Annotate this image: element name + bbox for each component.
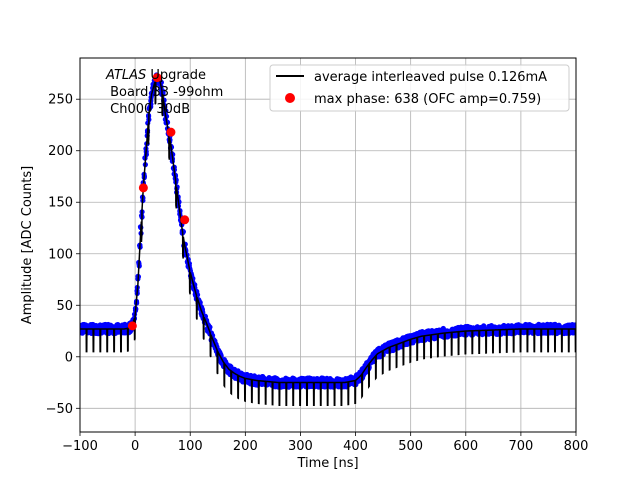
board-label: Board 33 -99ohm (106, 85, 223, 100)
average-pulse-line (80, 74, 576, 406)
atlas-label: ATLAS (105, 68, 146, 83)
upgrade-label: Upgrade (146, 68, 206, 83)
x-tick-label: 600 (453, 439, 478, 454)
max-phase-point (127, 321, 137, 331)
y-tick-label: 0 (65, 350, 73, 365)
max-phase-point (152, 73, 162, 83)
atlas-annotation: ATLAS Upgrade Board 33 -99ohm Ch000 30dB (105, 68, 223, 117)
max-phase-point (180, 215, 190, 225)
legend-box (269, 64, 570, 112)
y-tick-label: 50 (56, 299, 73, 314)
channel-label: Ch000 30dB (106, 102, 190, 117)
max-phase-series (127, 73, 190, 331)
y-axis-label: Amplitude [ADC Counts] (20, 166, 35, 324)
y-tick-label: 200 (48, 144, 73, 159)
axis-ticks: −100 0 100 200 300 400 500 600 700 800 −50 0 50 100 15… (46, 93, 589, 454)
data-layer (80, 72, 576, 406)
svg-text:ATLAS Upgrade: ATLAS Upgrade (105, 68, 206, 83)
x-tick-label: 300 (288, 439, 313, 454)
sample-point (453, 333, 459, 339)
max-phase-point (166, 127, 176, 137)
x-tick-label: −100 (62, 439, 98, 454)
y-tick-label: 150 (48, 196, 73, 211)
legend-entry-average-pulse: average interleaved pulse 0.126mA (314, 70, 547, 85)
y-tick-label: 250 (48, 93, 73, 108)
x-tick-label: 500 (398, 439, 423, 454)
x-axis-label: Time [ns] (296, 456, 358, 471)
y-tick-label: 100 (48, 247, 73, 262)
x-tick-label: 400 (343, 439, 368, 454)
legend: average interleaved pulse 0.126mA max ph… (269, 64, 570, 112)
y-tick-label: −50 (46, 402, 73, 417)
x-tick-label: 700 (508, 439, 533, 454)
x-tick-label: 100 (178, 439, 203, 454)
x-tick-label: 800 (564, 439, 589, 454)
x-tick-label: 0 (131, 439, 139, 454)
legend-entry-max-phase: max phase: 638 (OFC amp=0.759) (314, 92, 541, 107)
plot-frame (79, 57, 577, 433)
legend-marker-swatch (285, 93, 295, 103)
x-tick-label: 200 (233, 439, 258, 454)
max-phase-point (138, 183, 148, 193)
